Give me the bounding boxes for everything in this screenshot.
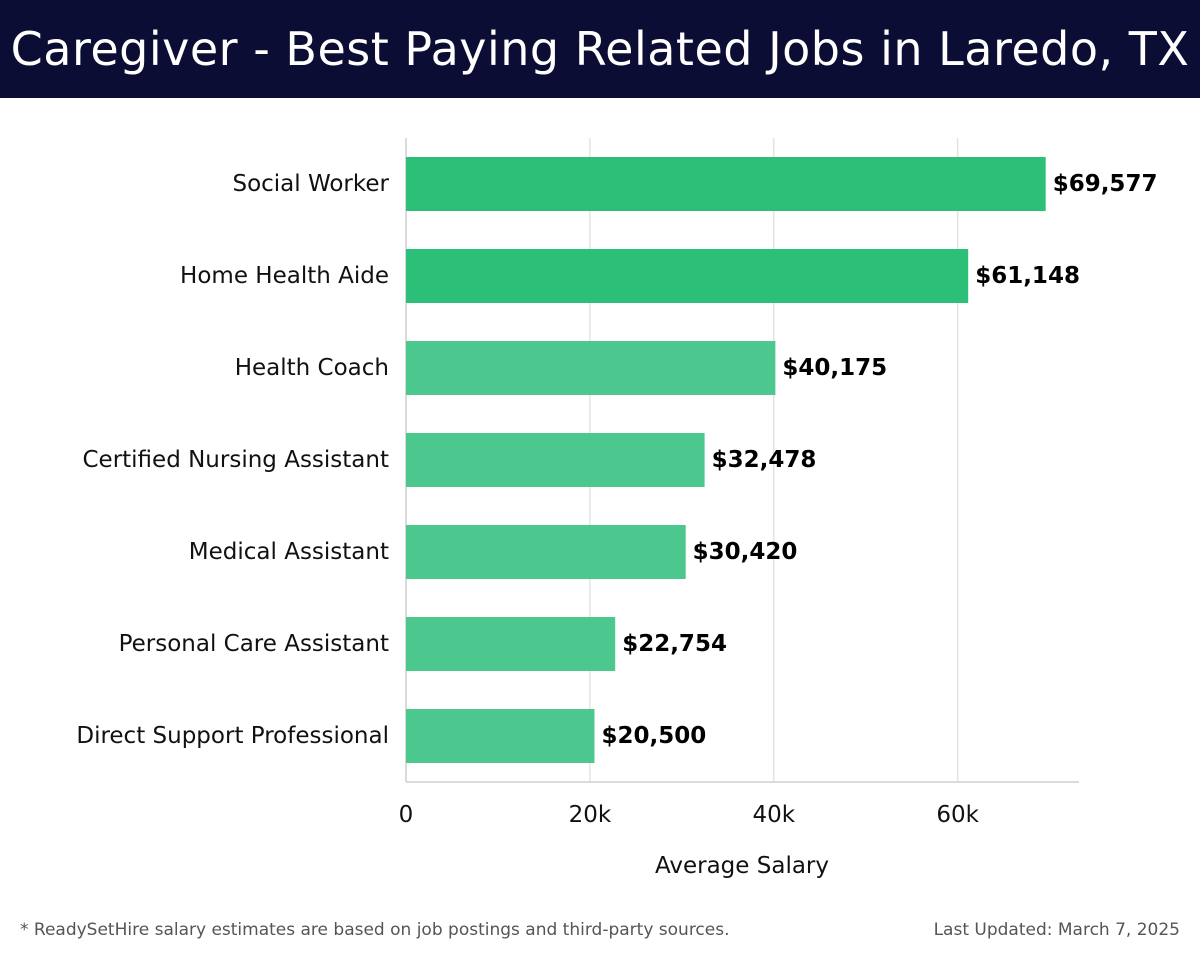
value-label: $40,175	[782, 355, 887, 381]
x-axis-label: Average Salary	[655, 853, 829, 879]
bar	[406, 709, 595, 763]
category-label: Social Worker	[232, 171, 389, 197]
value-label: $22,754	[622, 631, 727, 657]
bar	[406, 249, 969, 303]
bars	[406, 157, 1046, 763]
chart-title: Caregiver - Best Paying Related Jobs in …	[10, 22, 1190, 76]
x-tick-label: 40k	[752, 802, 795, 828]
last-updated: Last Updated: March 7, 2025	[933, 920, 1180, 940]
value-label: $69,577	[1053, 171, 1158, 197]
category-labels: Social Worker Home Health Aide Health Coac…	[76, 171, 389, 749]
grid-lines	[405, 138, 1079, 783]
category-label: Personal Care Assistant	[119, 631, 389, 657]
bar	[406, 341, 776, 395]
bar	[406, 157, 1046, 211]
category-label: Certified Nursing Assistant	[82, 447, 389, 473]
chart-footer: * ReadySetHire salary estimates are base…	[0, 916, 1200, 946]
category-label: Medical Assistant	[189, 539, 389, 565]
x-tick-label: 20k	[569, 802, 612, 828]
chart-header: Caregiver - Best Paying Related Jobs in …	[0, 0, 1200, 98]
value-label: $61,148	[975, 263, 1080, 289]
bar	[406, 525, 686, 579]
source-note: * ReadySetHire salary estimates are base…	[20, 920, 730, 940]
bar	[406, 617, 616, 671]
category-label: Health Coach	[235, 355, 389, 381]
bar	[406, 433, 705, 487]
category-label: Direct Support Professional	[76, 723, 389, 749]
x-tick-label: 60k	[936, 802, 979, 828]
x-tick-label: 0	[399, 802, 414, 828]
category-label: Home Health Aide	[180, 263, 389, 289]
value-labels: $69,577 $61,148 $40,175 $32,478 $30,420 $22,7…	[601, 171, 1157, 749]
value-label: $32,478	[712, 447, 817, 473]
bar-chart: Social Worker Home Health Aide Health Coac…	[76, 138, 1157, 879]
value-label: $30,420	[693, 539, 798, 565]
x-tick-labels: 0 20k 40k 60k	[399, 802, 980, 828]
value-label: $20,500	[601, 723, 706, 749]
